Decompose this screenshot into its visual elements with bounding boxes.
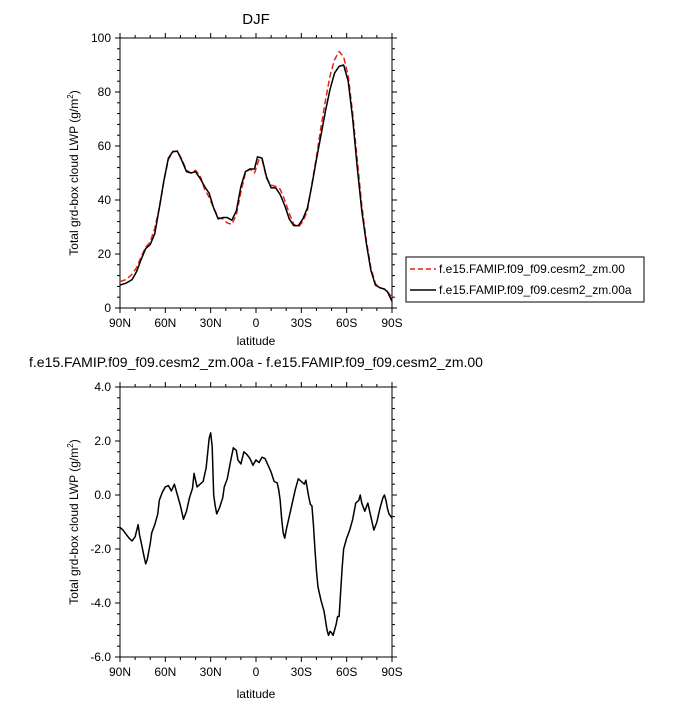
x-tick-label: 30S [291,316,312,330]
legend-box [405,256,645,303]
series-line-1 [119,50,393,298]
x-tick-label: 90S [381,316,402,330]
x-tick-label: 60N [154,665,176,679]
y-tick-label: 40 [98,193,112,207]
y-tick-label: 20 [98,247,112,261]
y-tick-label: 0.0 [94,488,111,502]
y-tick-label: 100 [91,31,111,45]
bottom-chart-title: f.e15.FAMIP.f09_f09.cesm2_zm.00a - f.e15… [29,354,483,370]
top-panel: DJF 90N 60N 30N 0 30S 60S 90S 0 20 40 60 80 100 lat… [66,11,645,348]
x-tick-label: 60N [154,316,176,330]
y-tick-label: -2.0 [90,542,111,556]
x-tick-label: 60S [336,316,357,330]
top-x-axis-label: latitude [237,334,276,348]
x-tick-label: 30N [200,665,222,679]
bottom-x-axis-label: latitude [237,687,276,701]
top-series-layer [119,50,393,302]
bottom-panel: f.e15.FAMIP.f09_f09.cesm2_zm.00a - f.e15… [29,354,483,701]
y-tick-label: 0 [104,301,111,315]
y-tick-label: -4.0 [90,596,111,610]
bottom-tick-marks [115,382,397,662]
x-tick-label: 90N [109,665,131,679]
legend: f.e15.FAMIP.f09_f09.cesm2_zm.00 f.e15.FA… [405,256,645,303]
top-plot-frame [119,37,393,309]
x-tick-label: 90N [109,316,131,330]
legend-label-series-1: f.e15.FAMIP.f09_f09.cesm2_zm.00 [439,262,625,276]
series-line-1 [119,432,393,637]
y-tick-label: -6.0 [90,650,111,664]
x-tick-label: 30N [200,316,222,330]
y-tick-label: 80 [98,85,112,99]
top-y-axis-label: Total grd-box cloud LWP (g/m2) [66,90,81,255]
x-tick-label: 0 [253,665,260,679]
bottom-series-layer [119,432,393,637]
bottom-x-tick-labels: 90N 60N 30N 0 30S 60S 90S [109,665,403,679]
top-chart-title: DJF [242,11,270,28]
legend-label-series-2: f.e15.FAMIP.f09_f09.cesm2_zm.00a [439,283,632,297]
top-x-tick-labels: 90N 60N 30N 0 30S 60S 90S [109,316,403,330]
series-line-2 [119,64,393,302]
x-tick-label: 0 [253,316,260,330]
top-tick-marks [115,33,397,313]
y-tick-label: 60 [98,139,112,153]
x-tick-label: 60S [336,665,357,679]
y-tick-label: 2.0 [94,434,111,448]
bottom-y-tick-labels: 4.0 2.0 0.0 -2.0 -4.0 -6.0 [90,380,111,664]
x-tick-label: 30S [291,665,312,679]
bottom-y-axis-label: Total grd-box cloud LWP (g/m2) [66,439,81,604]
y-tick-label: 4.0 [94,380,111,394]
top-y-tick-labels: 0 20 40 60 80 100 [91,31,111,315]
x-tick-label: 90S [381,665,402,679]
